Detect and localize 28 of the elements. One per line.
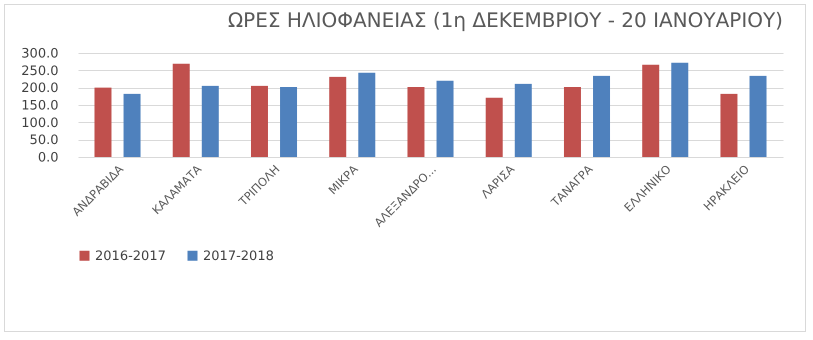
- bar: [593, 76, 610, 157]
- chart-title: ΩΡΕΣ ΗΛΙΟΦΑΝΕΙΑΣ (1η ΔΕΚΕΜΒΡΙΟΥ - 20 ΙΑΝΟΥΑΡΙΟΥ): [228, 8, 783, 32]
- bar: [94, 88, 112, 157]
- bar: [486, 98, 503, 157]
- y-tick-label: 250.0: [21, 64, 58, 79]
- bar: [202, 86, 219, 157]
- bar: [172, 64, 190, 157]
- legend-label: 2016-2017: [95, 248, 166, 264]
- bar: [750, 76, 767, 157]
- bar: [671, 62, 688, 157]
- bar: [407, 86, 424, 157]
- bar: [642, 64, 660, 157]
- y-tick-label: 300.0: [21, 46, 58, 62]
- bar: [720, 94, 738, 157]
- legend-label: 2017-2018: [203, 248, 274, 264]
- y-tick-label: 100.0: [21, 116, 58, 131]
- y-tick-label: 0.0: [38, 150, 58, 166]
- bar: [329, 76, 346, 157]
- bar: [436, 80, 454, 157]
- y-tick-label: 200.0: [21, 81, 58, 96]
- bar: [280, 86, 298, 157]
- bar: [124, 94, 141, 157]
- y-tick-label: 50.0: [30, 133, 58, 148]
- bar: [564, 86, 581, 157]
- y-tick-label: 150.0: [21, 98, 58, 114]
- bar: [514, 84, 532, 157]
- bar: [358, 72, 376, 157]
- bar: [250, 86, 268, 157]
